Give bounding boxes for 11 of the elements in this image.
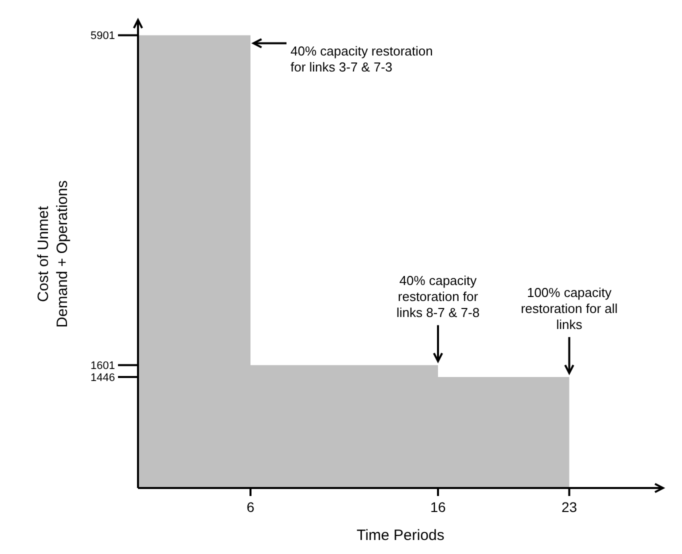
annotation: 40% capacity restoration for links 3-7 & 7-3	[290, 43, 433, 74]
x-tick-label: 23	[561, 499, 578, 515]
x-tick-label: 16	[430, 499, 446, 515]
annotation: 100% capacity restoration for all links	[520, 285, 618, 332]
x-tick-label: 6	[246, 499, 255, 515]
y-tick-label: 1446	[90, 372, 115, 384]
y-tick-label: 1601	[90, 360, 115, 372]
y-axis-title: Cost of Unmet Demand + Operations	[35, 180, 71, 328]
annotation: 40% capacity restoration for links 8-7 & 7-8	[396, 273, 480, 320]
y-tick-label: 5901	[90, 30, 115, 42]
x-axis-title: Time Periods	[356, 527, 444, 544]
